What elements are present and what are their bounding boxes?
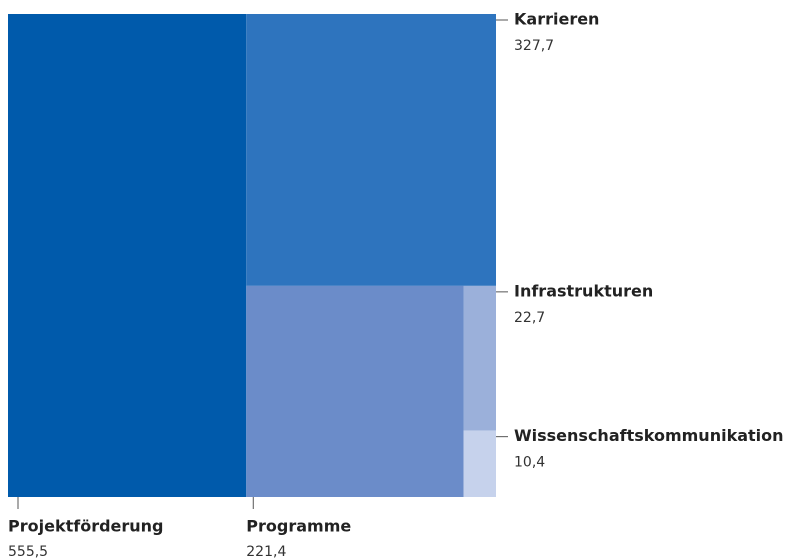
value-label: 22,7 [514,310,545,326]
value-label: 555,5 [8,544,48,560]
treemap-cell [246,14,496,286]
treemap-cell [246,285,464,497]
treemap-cell [463,430,496,497]
category-label: Wissenschaftskommunikation [514,426,784,445]
treemap-cell [8,14,247,497]
treemap-cell [463,285,496,431]
value-label: 327,7 [514,38,554,54]
category-label: Programme [246,517,351,536]
value-label: 10,4 [514,455,545,471]
category-label: Infrastrukturen [514,281,653,300]
value-label: 221,4 [246,544,286,560]
category-label: Karrieren [514,10,599,29]
category-label: Projektförderung [8,517,164,536]
